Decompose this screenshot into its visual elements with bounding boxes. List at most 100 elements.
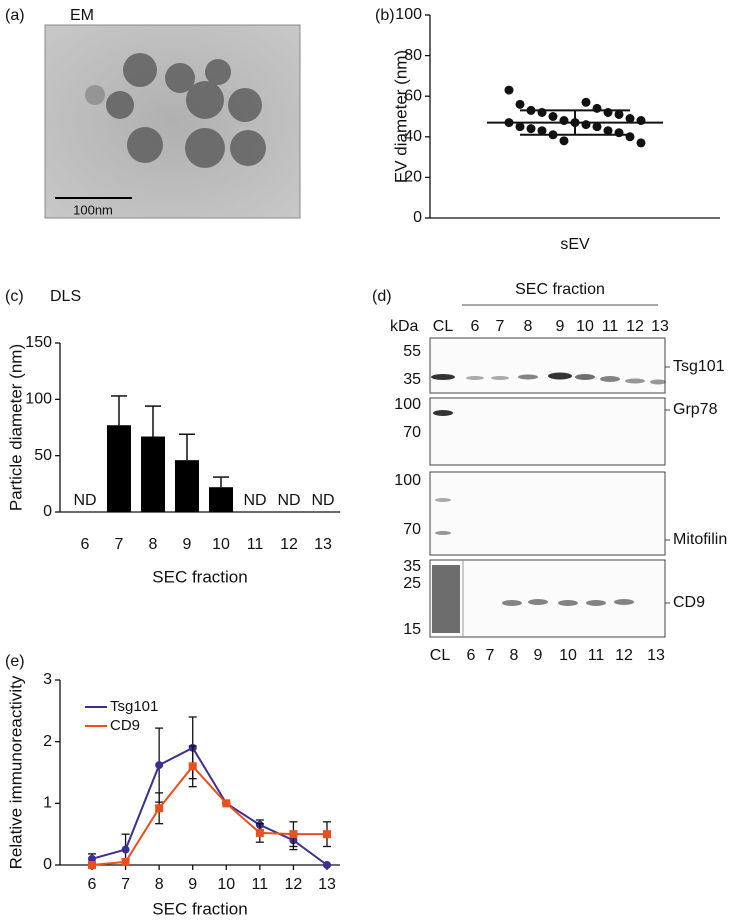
y-tick-label: 50 xyxy=(34,447,52,464)
protein-label: CD9 xyxy=(673,594,705,611)
protein-label: Tsg101 xyxy=(673,358,725,375)
legend-label: Tsg101 xyxy=(110,698,158,715)
data-point xyxy=(289,830,298,839)
x-tick-label: 13 xyxy=(314,536,332,553)
panel-label: (c) xyxy=(5,288,24,305)
blot-image xyxy=(429,304,666,638)
lane-label: 13 xyxy=(651,318,669,335)
lane-label: 6 xyxy=(467,647,476,664)
x-tick-label: 11 xyxy=(252,876,269,893)
panel-label: (d) xyxy=(372,288,392,305)
lane-label: 12 xyxy=(626,318,644,335)
data-point xyxy=(614,128,624,138)
y-tick-label: 150 xyxy=(25,334,52,351)
data-point xyxy=(88,861,96,869)
y-tick-label: 0 xyxy=(43,856,52,873)
lane-label: 11 xyxy=(588,647,605,664)
x-tick-label: 9 xyxy=(188,876,197,893)
y-tick-label: 40 xyxy=(404,128,422,145)
x-tick-label: 7 xyxy=(115,536,124,553)
data-point xyxy=(625,114,635,124)
x-tick-label: 10 xyxy=(212,536,230,553)
lane-label: 7 xyxy=(486,647,495,664)
kda-marker: 15 xyxy=(403,621,421,638)
x-tick-label: 7 xyxy=(121,876,130,893)
em-image xyxy=(44,24,301,219)
y-tick-label: 1 xyxy=(43,795,52,812)
kda-marker: 25 xyxy=(403,575,421,592)
value-label: ND xyxy=(73,492,96,509)
lane-label: 10 xyxy=(576,318,594,335)
y-tick-label: 80 xyxy=(404,47,422,64)
x-tick-label: 6 xyxy=(88,876,97,893)
data-point xyxy=(636,138,646,148)
protein-label: Mitofilin xyxy=(673,531,727,548)
value-label: ND xyxy=(243,492,266,509)
data-point xyxy=(548,112,558,121)
x-tick-label: 13 xyxy=(318,876,336,893)
lane-label: 6 xyxy=(471,318,480,335)
x-tick-label: 9 xyxy=(183,536,192,553)
data-point xyxy=(222,799,231,808)
lane-label: 7 xyxy=(496,318,505,335)
data-point xyxy=(515,99,525,109)
series-line xyxy=(91,746,328,866)
bar xyxy=(107,425,131,512)
bar xyxy=(175,460,199,512)
bar xyxy=(209,487,233,512)
data-point xyxy=(559,136,569,146)
data-point xyxy=(504,85,514,95)
lane-label: 8 xyxy=(524,318,533,335)
lane-label: 8 xyxy=(510,647,519,664)
data-point xyxy=(323,830,331,839)
lane-label: CL xyxy=(430,647,451,664)
data-point xyxy=(614,109,624,119)
protein-label: Grp78 xyxy=(673,401,718,418)
kda-marker: 35 xyxy=(403,558,421,575)
x-tick-label: 8 xyxy=(149,536,158,553)
y-tick-label: 0 xyxy=(413,209,422,226)
kda-label: kDa xyxy=(390,318,419,335)
kda-marker: 55 xyxy=(403,343,421,360)
data-point xyxy=(88,854,96,863)
value-label: ND xyxy=(311,492,334,509)
data-point xyxy=(537,126,547,136)
data-point xyxy=(537,107,547,117)
lane-label: 11 xyxy=(602,318,619,335)
y-axis-label: EV diameter (nm) xyxy=(391,50,410,183)
data-point xyxy=(603,126,613,136)
data-point xyxy=(581,97,591,107)
x-tick-label: 8 xyxy=(155,876,164,893)
data-point xyxy=(255,828,264,837)
lane-label: CL xyxy=(433,318,454,335)
data-point xyxy=(625,132,635,142)
kda-marker: 100 xyxy=(394,472,421,489)
panel-label: (b) xyxy=(375,7,395,24)
data-point xyxy=(515,122,525,132)
panel-label: (a) xyxy=(5,7,25,24)
y-axis-label: Relative immunoreactivity xyxy=(6,675,25,869)
x-tick-label: 10 xyxy=(217,876,235,893)
lane-label: 9 xyxy=(534,647,543,664)
y-tick-label: 2 xyxy=(43,733,52,750)
x-tick-label: 12 xyxy=(280,536,298,553)
blot-bands xyxy=(431,372,666,633)
data-point xyxy=(526,124,536,134)
kda-marker: 100 xyxy=(394,396,421,413)
value-label: ND xyxy=(277,492,300,509)
x-axis-label: SEC fraction xyxy=(152,899,247,918)
y-tick-label: 0 xyxy=(43,503,52,520)
y-tick-label: 100 xyxy=(25,391,52,408)
x-tick-label: sEV xyxy=(560,236,590,253)
series-line xyxy=(91,764,327,866)
lane-label: 10 xyxy=(559,647,577,664)
lane-label: 12 xyxy=(615,647,633,664)
data-point xyxy=(188,762,197,771)
data-point xyxy=(121,857,130,866)
x-axis-label: SEC fraction xyxy=(152,567,247,586)
panel-label: (e) xyxy=(5,653,25,670)
kda-marker: 70 xyxy=(403,521,421,538)
panel-title: DLS xyxy=(50,288,81,305)
bar xyxy=(141,436,165,512)
